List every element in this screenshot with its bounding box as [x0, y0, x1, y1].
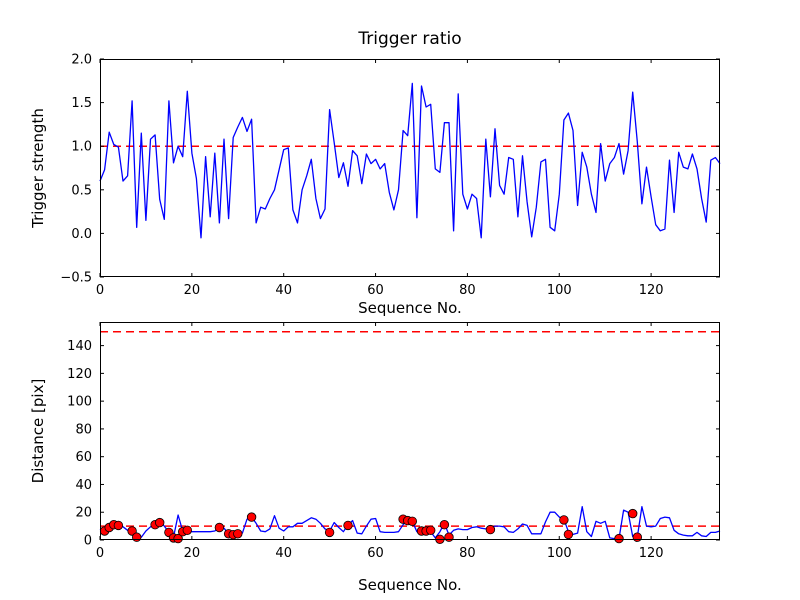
- plot-border: [100, 322, 720, 540]
- y-tick-label: 1.5: [71, 96, 92, 111]
- trigger-events-point: [214, 522, 225, 533]
- y-tick-label: 0.5: [71, 183, 92, 198]
- trigger-events-point: [127, 526, 137, 536]
- y-tick-label: 0: [84, 534, 92, 549]
- y-tick-label: 80: [75, 422, 92, 437]
- trigger-strength-line: [99, 82, 721, 239]
- trigger-events-point: [426, 525, 436, 536]
- trigger-events-point: [343, 520, 353, 531]
- plot-border: [100, 59, 720, 277]
- y-tick-label: 1.0: [71, 140, 92, 155]
- x-tick-label: 100: [547, 283, 572, 298]
- trigger-events-point: [233, 529, 243, 539]
- y-tick-label: 140: [67, 339, 92, 354]
- trigger-events-point: [113, 520, 124, 531]
- trigger-events-point: [182, 525, 193, 536]
- x-tick-label: 20: [184, 283, 201, 298]
- trigger-events-point: [173, 533, 183, 544]
- trigger-events-point: [563, 529, 574, 540]
- y-tick-label: 60: [75, 450, 92, 465]
- trigger-events-point: [628, 508, 638, 519]
- trigger-events-point: [131, 532, 142, 542]
- top-x-axis-label: Sequence No.: [358, 299, 462, 317]
- trigger-events-point: [439, 520, 450, 530]
- x-tick-label: 0: [96, 546, 104, 561]
- bottom-plot: 0 20 40 60 80 100 120 0 20 40 60 80 100 120 140: [67, 322, 721, 561]
- x-tick-label: 100: [547, 546, 572, 561]
- trigger-events-point: [154, 517, 165, 528]
- trigger-events-point: [632, 532, 643, 542]
- trigger-events-point: [614, 533, 624, 544]
- x-tick-label: 60: [367, 546, 384, 561]
- x-tick-label: 80: [459, 546, 476, 561]
- bottom-y-axis-label: Distance [pix]: [29, 378, 47, 484]
- y-tick-label: −0.5: [60, 271, 92, 286]
- trigger-events-point: [246, 512, 257, 522]
- trigger-events-point: [485, 524, 496, 535]
- trigger-events-point: [444, 532, 454, 542]
- y-tick-label: 100: [67, 395, 92, 410]
- trigger-events-point: [407, 516, 418, 527]
- x-tick-label: 40: [275, 546, 292, 561]
- y-tick-label: 120: [67, 367, 92, 382]
- y-tick-label: 40: [75, 478, 92, 493]
- bottom-x-axis-label: Sequence No.: [358, 576, 462, 594]
- top-y-axis-label: Trigger strength: [29, 108, 47, 228]
- x-tick-label: 0: [96, 283, 104, 298]
- trigger-events-point: [324, 527, 335, 538]
- x-tick-label: 80: [459, 283, 476, 298]
- x-tick-label: 40: [275, 283, 292, 298]
- trigger-events-point: [559, 515, 569, 525]
- x-tick-label: 120: [639, 283, 664, 298]
- x-tick-label: 120: [639, 546, 664, 561]
- y-tick-label: 2.0: [71, 53, 92, 68]
- y-tick-label: 0.0: [71, 227, 92, 242]
- chart-title: Trigger ratio: [358, 29, 462, 49]
- y-tick-label: 20: [75, 506, 92, 521]
- top-plot: 0 20 40 60 80 100 120 −0.5 0.0 0.5 1.0 1.5 2.0: [60, 53, 721, 298]
- x-tick-label: 20: [184, 546, 201, 561]
- x-tick-label: 60: [367, 283, 384, 298]
